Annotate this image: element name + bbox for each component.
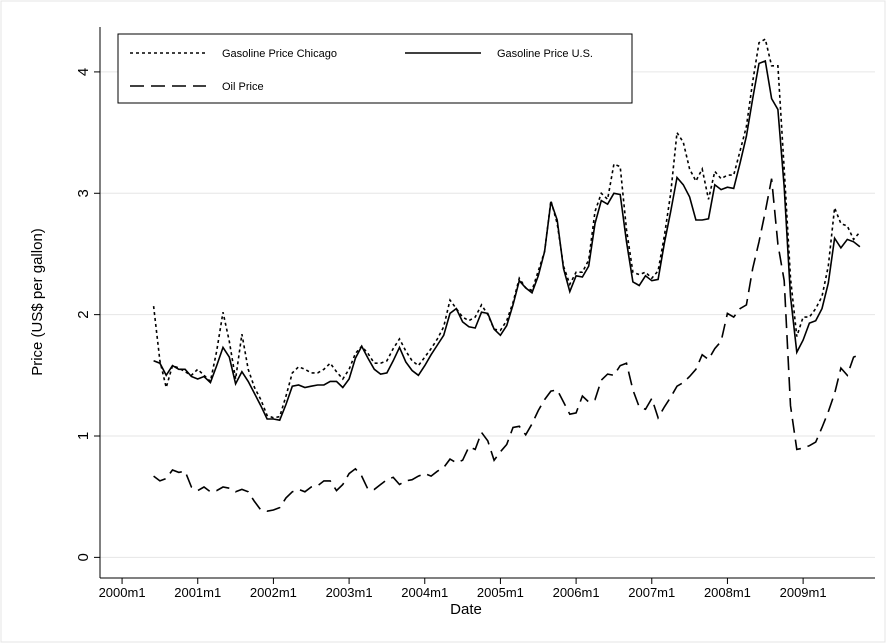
x-tick-label: 2000m1	[99, 585, 146, 600]
x-tick-label: 2007m1	[628, 585, 675, 600]
x-tick-label: 2001m1	[174, 585, 221, 600]
x-tick-label: 2006m1	[553, 585, 600, 600]
series-line	[153, 178, 861, 513]
y-tick-label: 1	[75, 432, 92, 440]
x-axis-title: Date	[450, 601, 482, 618]
y-tick-label: 2	[75, 310, 92, 318]
x-tick-label: 2003m1	[326, 585, 373, 600]
x-tick-label: 2004m1	[401, 585, 448, 600]
legend-label: Oil Price	[222, 81, 264, 93]
y-axis-title: Price (US$ per gallon)	[29, 228, 46, 376]
y-tick-label: 4	[75, 68, 92, 76]
series-line	[152, 37, 861, 419]
x-tick-label: 2002m1	[250, 585, 297, 600]
x-tick-label: 2009m1	[780, 585, 827, 600]
legend-label: Gasoline Price Chicago	[222, 48, 337, 60]
x-tick-label: 2008m1	[704, 585, 751, 600]
legend-box	[117, 33, 633, 104]
y-tick-label: 0	[75, 553, 92, 561]
series-line	[153, 59, 861, 422]
x-tick-label: 2005m1	[477, 585, 524, 600]
y-tick-label: 3	[75, 189, 92, 197]
legend-label: Gasoline Price U.S.	[497, 48, 593, 60]
